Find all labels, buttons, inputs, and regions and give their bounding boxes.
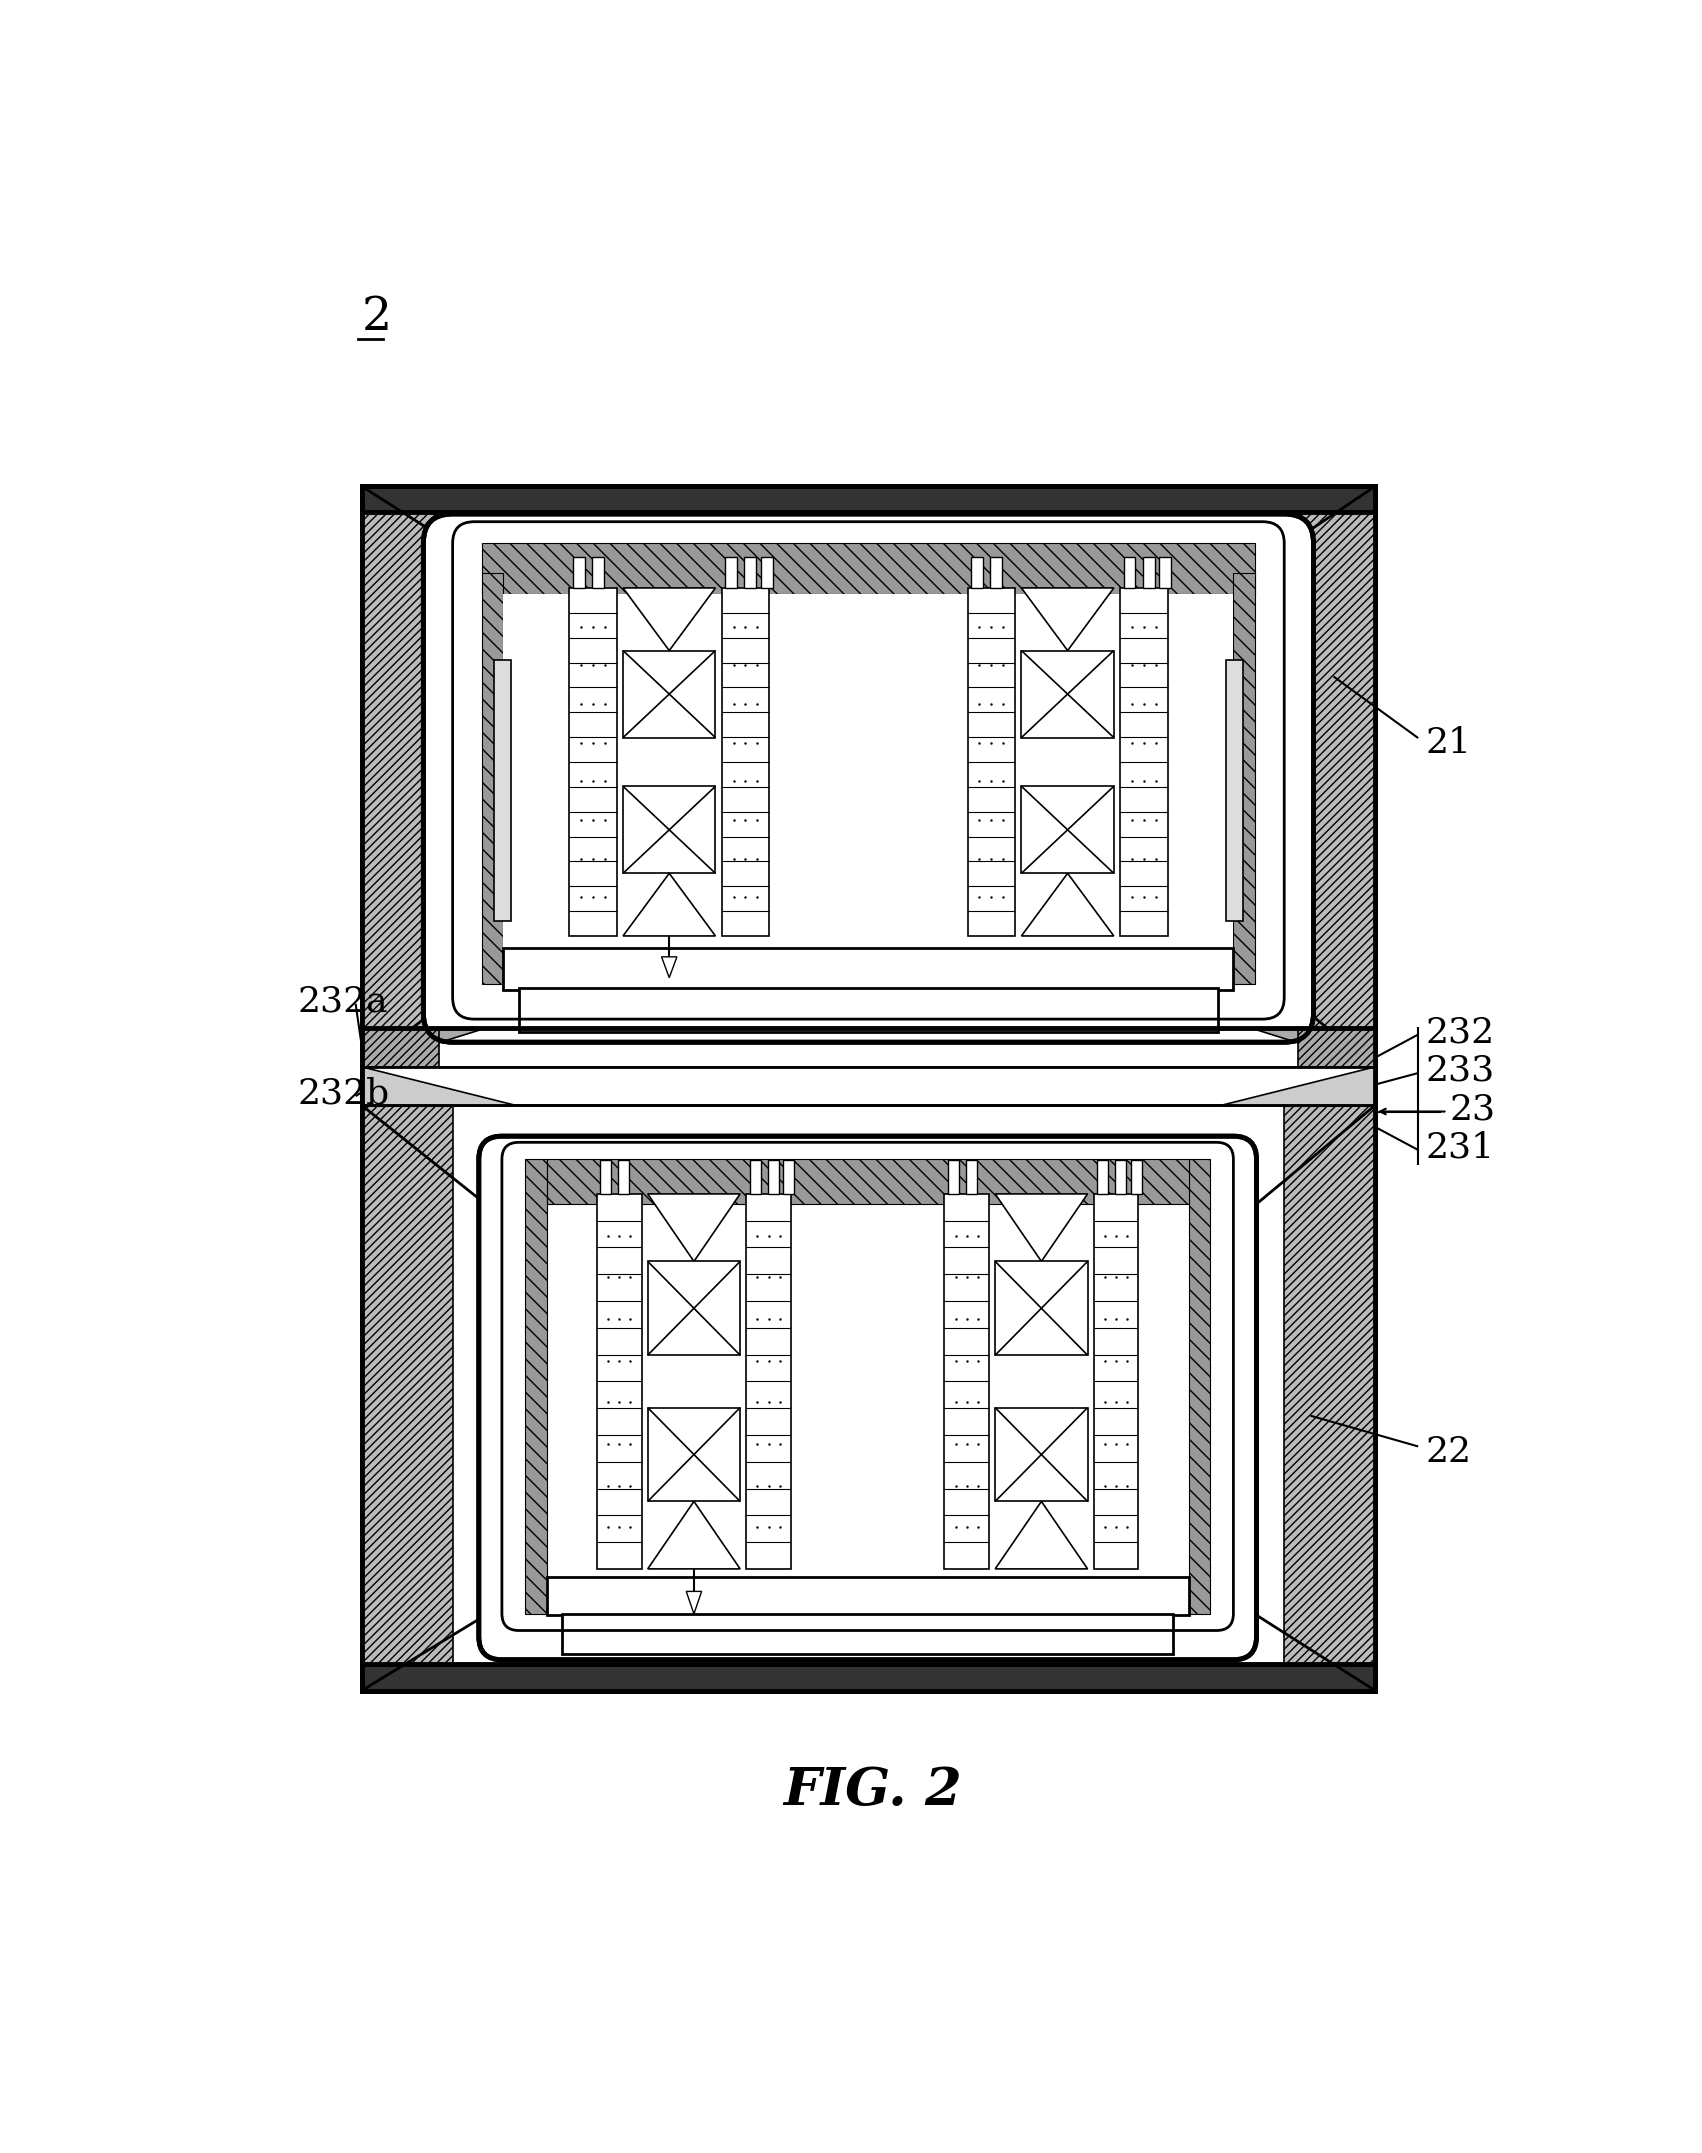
Bar [524,1158,546,1613]
FancyBboxPatch shape [478,1137,1256,1660]
Bar [363,487,1375,1690]
Bar [965,1160,977,1195]
Text: 232a: 232a [298,984,388,1018]
Polygon shape [1021,874,1113,937]
Text: 23: 23 [1448,1092,1494,1126]
Bar [1159,558,1171,588]
Bar [1115,1160,1127,1195]
Text: FIG. 2: FIG. 2 [783,1765,962,1815]
Text: 233: 233 [1426,1053,1494,1087]
Bar [1021,650,1113,738]
Bar [363,487,453,1068]
Bar [967,588,1016,937]
Bar [648,1262,740,1354]
Polygon shape [648,1195,740,1262]
Bar [601,1160,611,1195]
Bar [597,1195,642,1570]
Bar [1285,1104,1375,1690]
Text: 232b: 232b [298,1076,390,1111]
Bar [494,659,511,921]
Bar [996,1408,1088,1501]
Polygon shape [686,1591,701,1615]
Bar [592,558,604,588]
Bar [482,543,1254,594]
Text: 22: 22 [1426,1434,1472,1468]
Bar [744,558,756,588]
Bar [648,1408,740,1501]
Bar [363,1029,1375,1104]
Polygon shape [662,956,677,977]
Bar [749,1160,761,1195]
Bar [972,558,984,588]
Bar [562,1613,1173,1654]
Polygon shape [648,1501,740,1570]
Bar [996,1262,1088,1354]
Polygon shape [623,874,715,937]
Bar [1234,573,1254,984]
Polygon shape [996,1501,1088,1570]
Polygon shape [363,1068,516,1104]
Bar [1120,588,1168,937]
Bar [1188,1158,1210,1613]
Polygon shape [996,1195,1088,1262]
Bar [1123,558,1135,588]
Bar [519,988,1219,1031]
Bar [945,1195,989,1570]
Text: 2: 2 [363,295,391,340]
Bar [623,650,715,738]
Bar [546,1576,1188,1615]
Text: 232: 232 [1426,1016,1494,1049]
Text: 21: 21 [1426,726,1472,760]
Bar [504,594,1234,947]
Bar [768,1160,780,1195]
Bar [745,1195,791,1570]
Bar [761,558,773,588]
Bar [1142,558,1154,588]
Polygon shape [1021,588,1113,650]
Bar [783,1160,795,1195]
Polygon shape [363,1029,485,1068]
Bar [623,786,715,874]
Text: 231: 231 [1426,1130,1494,1165]
Polygon shape [623,588,715,650]
Bar [618,1160,630,1195]
Polygon shape [1220,1068,1375,1104]
Bar [725,558,737,588]
Bar [363,1029,1375,1068]
Bar [722,588,769,937]
Bar [1225,659,1242,921]
Polygon shape [1253,1029,1375,1068]
Bar [363,1104,453,1690]
Bar [1094,1195,1139,1570]
Bar [546,1158,1188,1204]
FancyBboxPatch shape [424,515,1314,1042]
Bar [363,487,1375,512]
Bar [1021,786,1113,874]
Bar [948,1160,958,1195]
Bar [568,588,616,937]
Bar [363,1664,1375,1690]
Bar [1299,1029,1375,1068]
Bar [363,1029,439,1068]
Bar [1130,1160,1142,1195]
Bar [1098,1160,1108,1195]
Bar [572,558,585,588]
Bar [504,947,1234,990]
Bar [991,558,1002,588]
Bar [1285,487,1375,1068]
Bar [363,487,1375,1690]
Bar [482,573,504,984]
